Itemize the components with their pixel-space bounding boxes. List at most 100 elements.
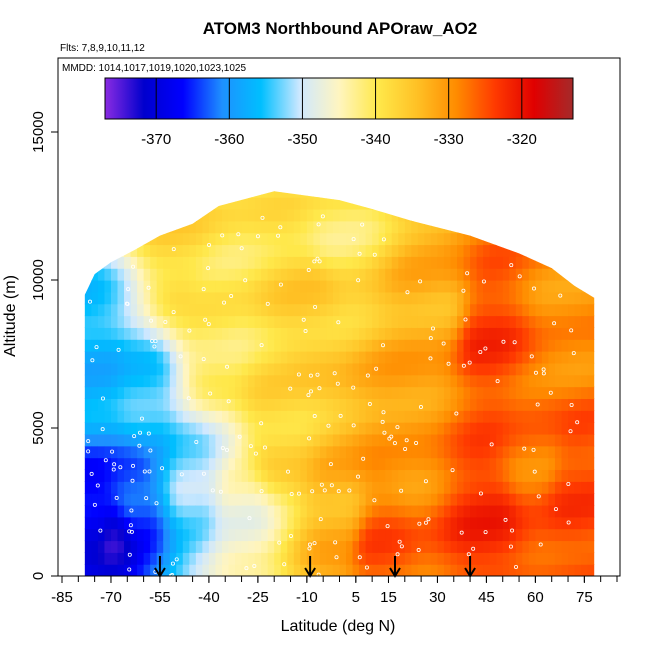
heatmap-cell — [535, 280, 543, 293]
heatmap-cell — [378, 564, 386, 576]
heatmap-cell — [411, 445, 419, 459]
sample-point — [403, 446, 408, 451]
heatmap-cell — [411, 422, 419, 435]
heatmap-cell — [182, 291, 190, 305]
heatmap-cell — [548, 493, 556, 506]
heatmap-cell — [496, 173, 503, 185]
heatmap-cell — [130, 445, 138, 459]
heatmap-cell — [535, 445, 543, 459]
heatmap-cell — [221, 280, 230, 293]
heatmap-cell — [84, 268, 86, 281]
heatmap-cell — [202, 410, 210, 423]
heatmap-cell — [372, 232, 380, 246]
heatmap-cell — [581, 268, 589, 281]
y-axis-label: Altitude (m) — [2, 275, 19, 357]
heatmap-cell — [476, 291, 484, 305]
heatmap-cell — [280, 339, 288, 352]
heatmap-cell — [267, 481, 275, 494]
heatmap-cell — [208, 469, 217, 482]
heatmap-cell — [280, 481, 288, 494]
heatmap-cell — [470, 315, 478, 328]
heatmap-cell — [228, 303, 236, 317]
sample-point — [465, 271, 470, 276]
heatmap-cell — [417, 552, 425, 565]
heatmap-cell — [515, 244, 523, 257]
heatmap-cell — [287, 351, 295, 364]
heatmap-cell — [443, 191, 452, 198]
heatmap-cell — [326, 280, 334, 293]
heatmap-cell — [163, 173, 170, 185]
heatmap-cell — [163, 422, 171, 435]
heatmap-cell — [470, 303, 478, 317]
heatmap-cell — [254, 422, 262, 435]
heatmap-cell — [443, 244, 452, 257]
heatmap-cell — [326, 540, 334, 553]
heatmap-cell — [352, 374, 360, 388]
sample-point — [114, 495, 119, 500]
heatmap-cell — [261, 445, 269, 459]
sample-point — [103, 458, 108, 463]
heatmap-cell — [417, 457, 425, 471]
heatmap-cell — [110, 351, 119, 364]
heatmap-cell — [124, 327, 132, 340]
heatmap-cell — [313, 433, 321, 447]
heatmap-cell — [522, 339, 530, 352]
heatmap-cell — [137, 315, 145, 328]
heatmap-cell — [463, 191, 471, 198]
heatmap-cell — [588, 173, 595, 185]
heatmap-cell — [215, 410, 223, 423]
heatmap-cell — [365, 445, 373, 459]
heatmap-cell — [522, 516, 530, 530]
sample-point — [127, 552, 132, 557]
heatmap-cell — [319, 410, 328, 423]
heatmap-cell — [202, 339, 210, 352]
heatmap-cell — [110, 481, 119, 494]
heatmap-cell — [163, 445, 171, 459]
heatmap-cell — [287, 244, 295, 257]
heatmap-cell — [261, 516, 269, 530]
heatmap-cell — [208, 362, 217, 376]
heatmap-cell — [287, 315, 295, 328]
heatmap-cell — [535, 232, 543, 246]
heatmap-cell — [346, 469, 354, 482]
heatmap-cell — [437, 232, 445, 246]
heatmap-cell — [391, 362, 399, 376]
heatmap-cell — [110, 564, 119, 576]
heatmap-cell — [561, 351, 569, 364]
heatmap-cell — [594, 504, 595, 518]
heatmap-cell — [202, 422, 210, 435]
heatmap-cell — [378, 362, 386, 376]
heatmap-cell — [156, 220, 164, 234]
heatmap-cell — [385, 493, 393, 506]
heatmap-cell — [359, 410, 367, 423]
heatmap-cell — [104, 374, 112, 388]
heatmap-cell — [326, 564, 334, 576]
heatmap-cell — [137, 327, 145, 340]
heatmap-cell — [502, 504, 510, 518]
heatmap-cell — [365, 504, 373, 518]
heatmap-cell — [568, 433, 576, 447]
heatmap-cell — [280, 303, 288, 317]
heatmap-cell — [496, 422, 504, 435]
heatmap-cell — [104, 433, 112, 447]
heatmap-cell — [411, 291, 419, 305]
heatmap-cell — [287, 528, 295, 542]
heatmap-cell — [215, 540, 223, 553]
heatmap-cell — [117, 291, 125, 305]
heatmap-cell — [280, 327, 288, 340]
heatmap-cell — [443, 433, 452, 447]
heatmap-cell — [156, 398, 164, 411]
heatmap-cell — [319, 256, 328, 269]
heatmap-cell — [496, 220, 504, 234]
heatmap-cell — [293, 197, 301, 210]
heatmap-cell — [398, 410, 406, 423]
sample-point — [381, 410, 386, 415]
heatmap-cell — [385, 280, 393, 293]
heatmap-cell — [483, 327, 491, 340]
x-tick-label: -55 — [149, 589, 171, 606]
heatmap-cell — [561, 564, 569, 576]
heatmap-cell — [541, 327, 550, 340]
heatmap-cell — [117, 516, 125, 530]
heatmap-cell — [411, 220, 419, 234]
heatmap-cell — [97, 268, 106, 281]
